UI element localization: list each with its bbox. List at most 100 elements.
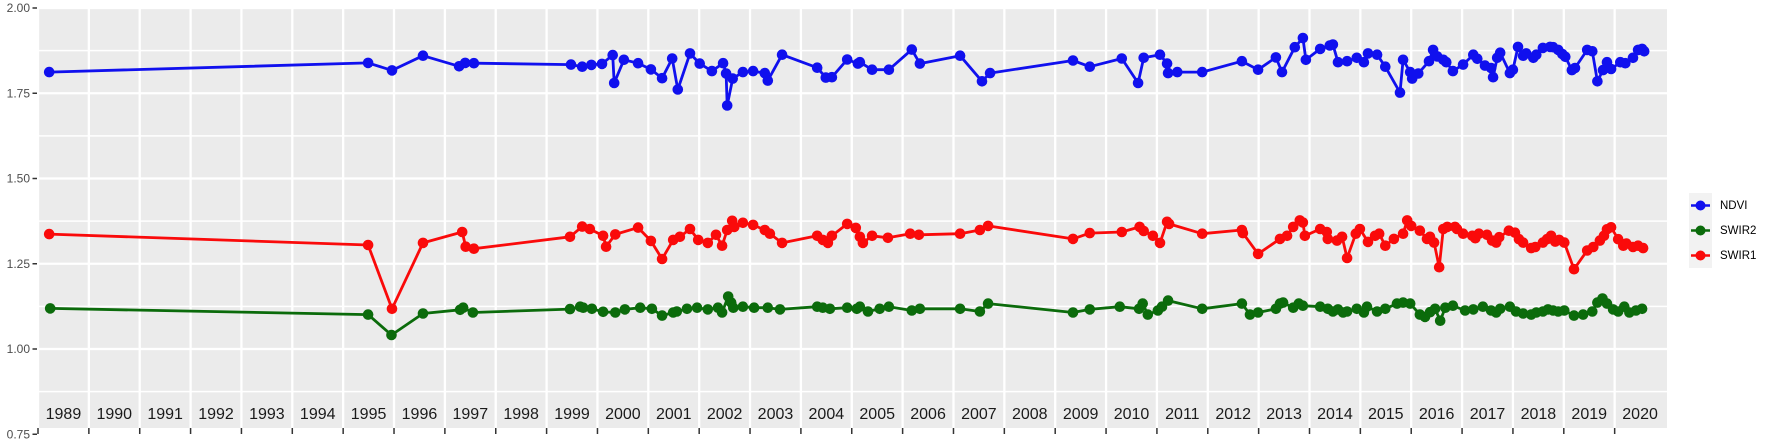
data-point-SWIR1 <box>600 241 612 252</box>
data-point-SWIR1 <box>1196 228 1208 239</box>
data-point-SWIR1 <box>1237 227 1249 239</box>
data-point-NDVI <box>1413 68 1424 79</box>
data-point-SWIR1 <box>1067 233 1079 245</box>
data-point-NDVI <box>1162 67 1174 79</box>
data-point-SWIR2 <box>1636 303 1648 315</box>
data-point-NDVI <box>1132 77 1144 89</box>
x-axis-year-label: 1999 <box>554 406 590 423</box>
data-point-NDVI <box>1512 41 1524 53</box>
x-axis-year-label: 2013 <box>1266 406 1302 423</box>
x-axis-year-label: 1992 <box>198 406 234 423</box>
data-point-SWIR1 <box>702 237 714 249</box>
x-axis-year-label: 2009 <box>1063 406 1099 423</box>
data-point-SWIR1 <box>1299 230 1311 242</box>
data-point-SWIR1 <box>747 219 759 231</box>
x-axis-year-label: 1993 <box>249 406 285 423</box>
data-point-NDVI <box>1314 43 1326 55</box>
data-point-SWIR1 <box>1252 248 1264 260</box>
x-axis-year-label: 2011 <box>1165 406 1200 423</box>
data-point-SWIR2 <box>1380 303 1391 315</box>
data-point-SWIR2 <box>386 329 397 341</box>
data-point-SWIR1 <box>674 231 686 243</box>
data-point-SWIR1 <box>1147 230 1159 242</box>
data-point-SWIR1 <box>1297 217 1309 228</box>
x-axis-year-label: 2006 <box>910 406 946 423</box>
data-point-SWIR2 <box>597 306 609 318</box>
data-point-SWIR1 <box>564 231 576 243</box>
data-point-NDVI <box>1084 61 1096 72</box>
data-point-SWIR2 <box>1577 309 1589 320</box>
data-point-SWIR2 <box>564 303 576 315</box>
data-point-SWIR2 <box>1297 300 1309 312</box>
data-point-NDVI <box>1627 52 1639 64</box>
data-point-SWIR2 <box>1162 295 1174 306</box>
data-point-NDVI <box>1297 32 1309 44</box>
data-point-NDVI <box>684 48 696 59</box>
data-point-SWIR2 <box>457 302 469 314</box>
data-point-NDVI <box>811 62 823 73</box>
data-point-SWIR2 <box>1236 298 1248 309</box>
data-point-SWIR2 <box>1568 310 1580 321</box>
data-point-NDVI <box>841 54 853 65</box>
data-point-NDVI <box>565 59 577 70</box>
data-point-NDVI <box>618 54 630 66</box>
data-point-NDVI <box>854 56 866 68</box>
data-point-SWIR2 <box>862 306 874 317</box>
data-point-SWIR1 <box>1637 242 1649 254</box>
data-point-NDVI <box>1605 63 1617 75</box>
data-point-SWIR1 <box>692 234 704 246</box>
data-point-NDVI <box>1457 59 1469 70</box>
data-point-SWIR1 <box>1442 221 1453 233</box>
data-point-NDVI <box>976 76 988 87</box>
data-point-SWIR1 <box>597 230 609 242</box>
x-axis-year-label: 2005 <box>859 406 895 423</box>
y-axis-label: 1.75 <box>7 86 31 100</box>
x-axis-year-label: 2012 <box>1215 406 1251 423</box>
data-point-SWIR2 <box>906 305 918 316</box>
data-point-SWIR2 <box>1084 304 1096 315</box>
data-point-SWIR2 <box>1429 303 1441 315</box>
x-axis-year-label: 1998 <box>503 406 539 423</box>
data-point-SWIR2 <box>634 302 646 314</box>
data-point-SWIR2 <box>1559 305 1570 316</box>
data-point-SWIR2 <box>954 303 966 315</box>
x-axis-year-label: 1995 <box>351 406 387 423</box>
data-point-NDVI <box>608 77 620 89</box>
x-axis-year-label: 2001 <box>656 406 692 423</box>
data-point-SWIR1 <box>1287 221 1299 233</box>
legend-label-swir2: SWIR2 <box>1720 224 1757 237</box>
data-point-SWIR2 <box>982 298 994 309</box>
data-point-SWIR2 <box>610 307 621 318</box>
data-point-SWIR1 <box>1380 240 1391 251</box>
data-point-SWIR1 <box>584 223 596 235</box>
data-point-SWIR2 <box>1196 303 1208 315</box>
data-point-SWIR2 <box>1434 315 1446 327</box>
data-point-SWIR2 <box>737 301 749 313</box>
x-axis-year-label: 2004 <box>809 406 845 423</box>
x-axis-year-label: 1996 <box>402 406 438 423</box>
data-point-NDVI <box>1397 54 1409 66</box>
data-point-SWIR2 <box>702 304 714 315</box>
data-point-SWIR1 <box>460 241 472 252</box>
data-point-NDVI <box>1620 57 1631 69</box>
legend-key-ndvi-icon <box>1689 193 1712 218</box>
data-point-NDVI <box>1358 56 1370 68</box>
data-point-NDVI <box>776 49 788 60</box>
data-point-SWIR2 <box>1494 303 1506 315</box>
data-point-SWIR1 <box>1473 228 1485 239</box>
legend-key-swir1-icon <box>1689 243 1712 268</box>
data-point-SWIR1 <box>1568 263 1580 275</box>
data-point-SWIR1 <box>974 224 986 236</box>
data-point-NDVI <box>468 57 480 69</box>
data-point-NDVI <box>586 59 597 71</box>
data-point-SWIR2 <box>728 302 739 314</box>
data-point-NDVI <box>1236 55 1248 67</box>
data-point-SWIR2 <box>619 304 631 315</box>
data-point-SWIR2 <box>716 307 728 318</box>
data-point-NDVI <box>666 53 678 64</box>
data-point-SWIR1 <box>1154 237 1166 249</box>
data-point-SWIR1 <box>1373 228 1385 239</box>
data-point-NDVI <box>576 61 588 72</box>
data-point-SWIR1 <box>1428 237 1440 248</box>
